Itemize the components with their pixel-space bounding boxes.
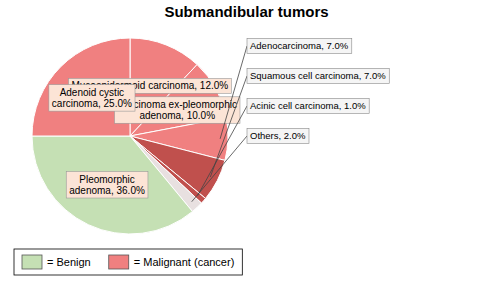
data-label: Acinic cell carcinoma, 1.0% [250, 100, 366, 111]
legend-frame [14, 249, 242, 275]
leader-line [198, 106, 247, 196]
leader-line [192, 136, 247, 202]
data-label-line: adenoma, 36.0% [69, 185, 145, 196]
outside-label: Others, 2.0% [192, 128, 309, 201]
label-box [247, 128, 309, 143]
data-label: Carcinoma ex-pleomorphicadenoma, 10.0% [117, 99, 237, 122]
data-label: Squamous cell carcinoma, 7.0% [250, 70, 386, 81]
label-box [66, 172, 148, 199]
title: Submandibular tumors [164, 3, 328, 20]
outside-label: Adenocarcinoma, 7.0% [220, 38, 352, 139]
data-label-line: carcinoma, 25.0% [52, 98, 132, 109]
data-label-line: Carcinoma ex-pleomorphic [117, 99, 237, 110]
data-label-line: adenoma, 10.0% [139, 110, 215, 121]
label-box [247, 38, 352, 53]
pie [32, 38, 228, 234]
data-label-line: Others, 2.0% [250, 130, 306, 141]
data-label: Adenocarcinoma, 7.0% [250, 40, 349, 51]
legend-swatch [109, 255, 129, 269]
legend-label: = Malignant (cancer) [134, 256, 235, 268]
data-label: Adenoid cysticcarcinoma, 25.0% [52, 87, 132, 110]
data-label-line: Adenocarcinoma, 7.0% [250, 40, 349, 51]
label-box [247, 68, 389, 83]
inside-label: Adenoid cysticcarcinoma, 25.0% [49, 85, 135, 112]
labels: Mucoepidermoid carcinoma, 12.0%Carcinoma… [49, 38, 389, 201]
pie-slice [32, 136, 192, 234]
leader-line [220, 46, 247, 139]
data-label: Pleomorphicadenoma, 36.0% [69, 174, 145, 197]
outside-label: Squamous cell carcinoma, 7.0% [210, 68, 389, 177]
label-box [49, 85, 135, 112]
data-label-line: Adenoid cystic [60, 87, 124, 98]
data-label: Others, 2.0% [250, 130, 306, 141]
data-label-line: Pleomorphic [79, 174, 135, 185]
data-label-line: Squamous cell carcinoma, 7.0% [250, 70, 386, 81]
legend: = Benign = Malignant (cancer) [14, 249, 242, 275]
data-label-line: Acinic cell carcinoma, 1.0% [250, 100, 366, 111]
label-box [247, 98, 369, 113]
inside-label: Pleomorphicadenoma, 36.0% [66, 172, 148, 199]
legend-label: = Benign [47, 256, 91, 268]
chart: Submandibular tumors Mucoepidermoid carci… [0, 0, 493, 285]
legend-swatch [22, 255, 42, 269]
outside-label: Acinic cell carcinoma, 1.0% [198, 98, 370, 195]
